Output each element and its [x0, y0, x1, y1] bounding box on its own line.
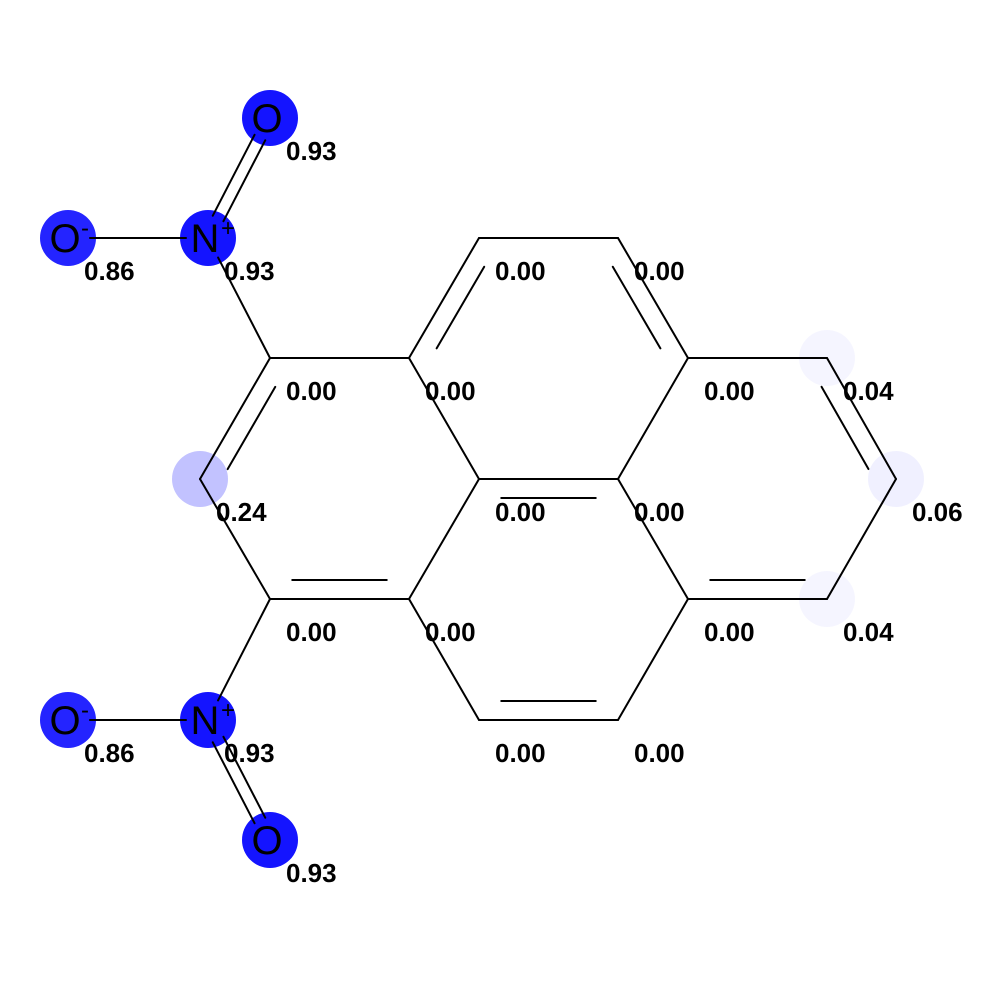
- atom-score-c-b: 0.00: [425, 376, 476, 406]
- atom-score-c-n: 0.00: [634, 738, 685, 768]
- atom-score-c-l: 0.00: [425, 617, 476, 647]
- atom-charge-o-top-left: -: [81, 215, 89, 242]
- atom-highlights: [40, 90, 924, 868]
- atom-score-o-top-left: 0.86: [84, 256, 135, 286]
- bond-c-f-c-g-inner: [820, 385, 870, 471]
- bond-n-top-o-top-second: [211, 133, 256, 217]
- highlight-n-top: [180, 210, 236, 266]
- atom-score-c-g: 0.06: [912, 497, 963, 527]
- bond-c-n-c-i: [617, 598, 689, 721]
- bond-n-top-c-a: [217, 256, 271, 359]
- atom-score-o-bottom-left: 0.86: [84, 738, 135, 768]
- bond-c-b-c-c: [408, 237, 480, 359]
- highlight-o-bottom-left: [40, 692, 96, 748]
- bond-c-k-c-l: [408, 478, 480, 600]
- atom-score-c-h: 0.04: [843, 617, 894, 647]
- bond-c-j-c-e: [617, 357, 689, 480]
- bond-c-k-c-b: [408, 357, 480, 480]
- bond-c-p-c-o: [199, 478, 271, 600]
- atom-score-c-i: 0.00: [704, 617, 755, 647]
- bond-c-a-c-p-inner: [226, 385, 277, 471]
- atom-symbol-o-bottom: O: [251, 819, 282, 863]
- atom-symbol-n-bottom: N: [191, 699, 220, 743]
- bond-c-b-c-c-inner: [435, 265, 486, 350]
- bond-c-f-c-g: [826, 357, 897, 480]
- atom-score-c-k: 0.00: [495, 497, 546, 527]
- atom-charge-o-bottom-left: -: [81, 697, 89, 724]
- bond-c-i-c-j: [617, 478, 689, 600]
- highlight-o-top: [242, 90, 298, 146]
- atom-score-c-f: 0.04: [843, 376, 894, 406]
- atom-score-n-bottom: 0.93: [224, 738, 275, 768]
- bond-c-d-c-e: [617, 237, 689, 359]
- atom-symbol-o-bottom-left: O: [49, 699, 80, 743]
- bond-c-d-c-e-inner: [611, 265, 662, 350]
- highlight-n-bottom: [180, 692, 236, 748]
- highlight-o-bottom: [242, 812, 298, 868]
- atom-score-c-m: 0.00: [495, 738, 546, 768]
- atom-score-c-c: 0.00: [495, 256, 546, 286]
- atom-score-c-e: 0.00: [704, 376, 755, 406]
- atom-score-c-o: 0.00: [286, 617, 337, 647]
- atom-score-c-j: 0.00: [634, 497, 685, 527]
- atom-charge-n-top: +: [221, 215, 235, 242]
- atom-score-o-bottom: 0.93: [286, 858, 337, 888]
- atom-charge-n-bottom: +: [221, 697, 235, 724]
- atom-score-c-a: 0.00: [286, 376, 337, 406]
- atom-score-c-p: 0.24: [216, 497, 267, 527]
- bonds: [89, 133, 897, 825]
- bond-c-l-c-m: [408, 598, 480, 721]
- atom-score-o-top: 0.93: [286, 136, 337, 166]
- bond-n-bottom-o-bottom: [211, 741, 256, 825]
- atom-symbol-n-top: N: [191, 217, 220, 261]
- bond-c-g-c-h: [826, 478, 897, 600]
- bond-n-bottom-o-bottom-second: [222, 735, 267, 819]
- bond-n-top-o-top: [222, 139, 267, 223]
- atom-symbol-o-top: O: [251, 97, 282, 141]
- bond-c-a-c-p: [199, 357, 271, 480]
- highlight-o-top-left: [40, 210, 96, 266]
- atom-score-c-d: 0.00: [634, 256, 685, 286]
- bond-c-o-n-bottom: [217, 598, 271, 702]
- atom-score-n-top: 0.93: [224, 256, 275, 286]
- atom-symbol-o-top-left: O: [49, 217, 80, 261]
- atom-scores: 0.93 0.93 0.86 0.00 0.00 0.00 0.00 0.00 0.04 0.06…: [84, 136, 963, 888]
- atom-labels: ON +O -N +O -O: [49, 97, 282, 863]
